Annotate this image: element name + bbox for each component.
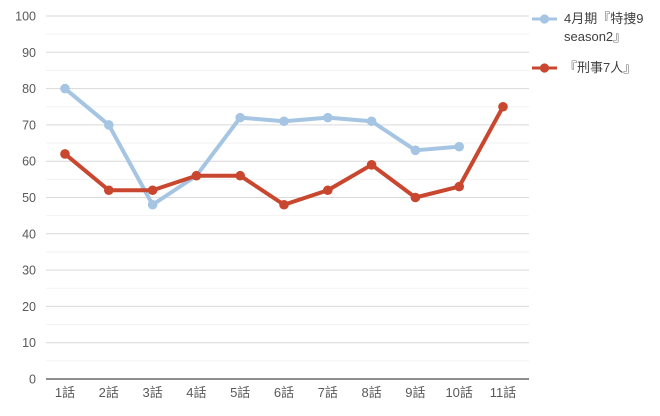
series-1-point-9 xyxy=(410,192,421,203)
y-axis-tick-label: 100 xyxy=(15,10,36,24)
x-axis-tick-label: 8話 xyxy=(361,385,381,400)
legend-label-keiji7nin: 『刑事7人』 xyxy=(564,60,637,75)
y-axis-tick-label: 90 xyxy=(22,46,36,60)
y-axis-tick-label: 10 xyxy=(22,336,36,350)
x-axis-tick-label: 10話 xyxy=(445,385,472,400)
y-axis-tick-label: 80 xyxy=(22,82,36,96)
x-axis-tick-label: 4話 xyxy=(186,385,206,400)
x-axis-tick-label: 1話 xyxy=(55,385,75,400)
legend-item-keiji7nin: 『刑事7人』 xyxy=(531,59,657,77)
series-1-point-11 xyxy=(498,101,508,112)
x-axis-tick-label: 11話 xyxy=(490,385,517,400)
series-0-point-7 xyxy=(323,112,333,123)
legend-label-tokuso9: 4月期『特捜9 season2』 xyxy=(564,11,644,44)
x-axis-tick-label: 7話 xyxy=(318,385,338,400)
series-1-point-7 xyxy=(323,185,333,196)
series-1-point-8 xyxy=(366,160,377,170)
x-axis-tick-label: 2話 xyxy=(99,385,119,400)
series-1-point-5 xyxy=(235,170,245,181)
series-0-point-9 xyxy=(410,145,421,156)
y-axis-tick-label: 70 xyxy=(22,118,36,132)
y-axis-tick-label: 0 xyxy=(29,373,36,387)
series-0-point-6 xyxy=(279,116,289,127)
y-axis-tick-label: 60 xyxy=(22,155,36,169)
series-1-point-4 xyxy=(191,170,202,181)
x-axis-tick-label: 9話 xyxy=(405,385,425,400)
series-0-point-1 xyxy=(60,83,70,94)
legend-line-dot-icon xyxy=(532,14,557,24)
y-axis-tick-label: 40 xyxy=(22,227,36,241)
x-axis-tick-label: 5話 xyxy=(230,385,250,400)
series-line-0 xyxy=(63,86,462,207)
series-1-point-1 xyxy=(60,149,70,159)
series-0-point-2 xyxy=(104,120,114,130)
series-0-point-3 xyxy=(147,199,158,210)
y-axis-tick-label: 30 xyxy=(22,264,36,278)
x-axis-tick-label: 3話 xyxy=(142,385,162,400)
series-1-point-3 xyxy=(147,185,158,196)
series-0-point-10 xyxy=(454,141,465,152)
series-1-point-10 xyxy=(454,181,465,192)
series-1-point-2 xyxy=(104,185,114,196)
chart-legend: 4月期『特捜9 season2』 『刑事7人』 xyxy=(531,10,657,90)
series-0-point-5 xyxy=(235,112,245,123)
legend-item-tokuso9: 4月期『特捜9 season2』 xyxy=(531,10,657,46)
legend-line-dot-icon xyxy=(532,63,557,73)
series-0-point-8 xyxy=(366,116,377,127)
y-axis-tick-label: 50 xyxy=(22,191,36,205)
y-axis-tick-label: 20 xyxy=(22,300,36,314)
x-axis-tick-label: 6話 xyxy=(274,385,294,400)
series-1-point-6 xyxy=(279,199,289,210)
